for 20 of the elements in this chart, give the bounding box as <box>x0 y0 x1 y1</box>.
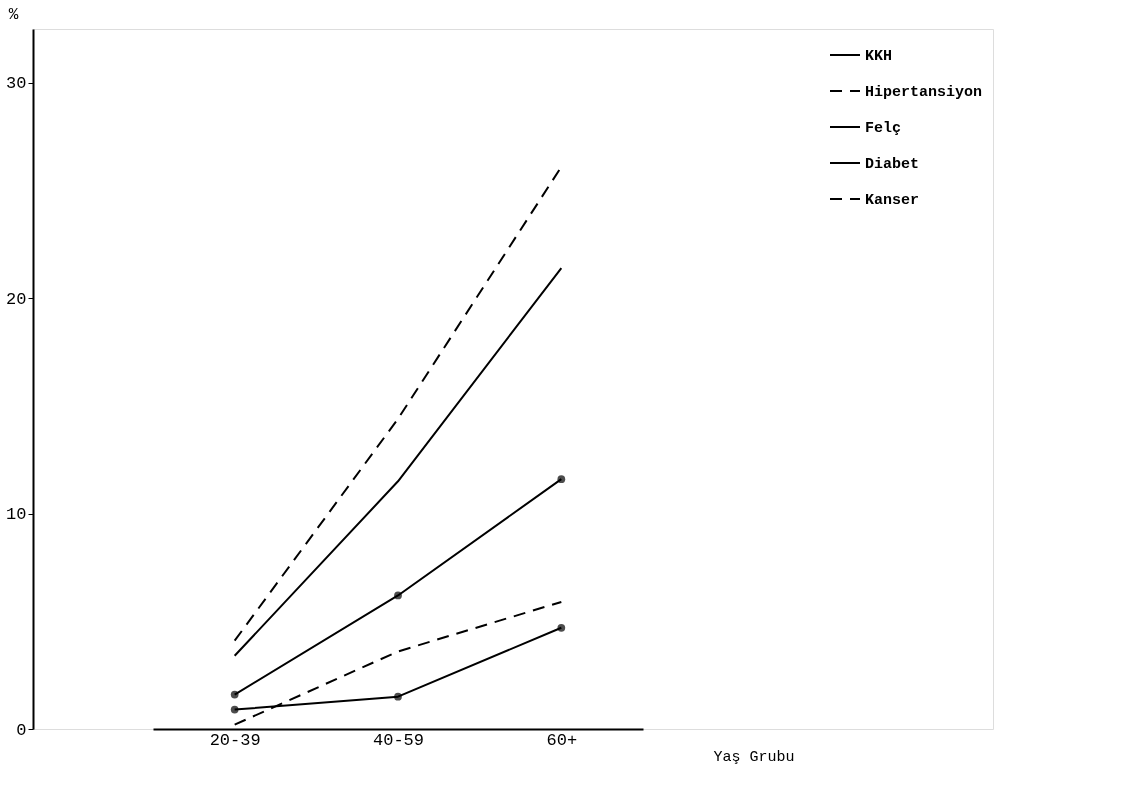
y-tick-label: 30 <box>6 74 27 94</box>
legend-label: Felç <box>865 120 902 137</box>
point <box>557 623 566 632</box>
point <box>230 705 239 714</box>
x-axis-title: Yaş Grubu <box>713 748 795 766</box>
x-tick-label: 60+ <box>546 730 578 750</box>
legend-label: Diabet <box>865 156 920 173</box>
legend-label: KKH <box>865 48 893 65</box>
x-tick-label: 20-39 <box>209 730 261 750</box>
y-tick-label: 0 <box>16 720 27 740</box>
y-tick-label: 20 <box>6 289 27 309</box>
point <box>394 692 402 701</box>
y-tick-label: 10 <box>6 505 27 525</box>
legend-label: Hipertansiyon <box>865 84 983 101</box>
point <box>557 475 566 484</box>
point <box>394 591 402 600</box>
x-tick-label: 40-59 <box>372 730 425 750</box>
y-axis-title: % <box>8 5 19 24</box>
legend-label: Kanser <box>865 192 920 209</box>
point <box>230 690 239 699</box>
